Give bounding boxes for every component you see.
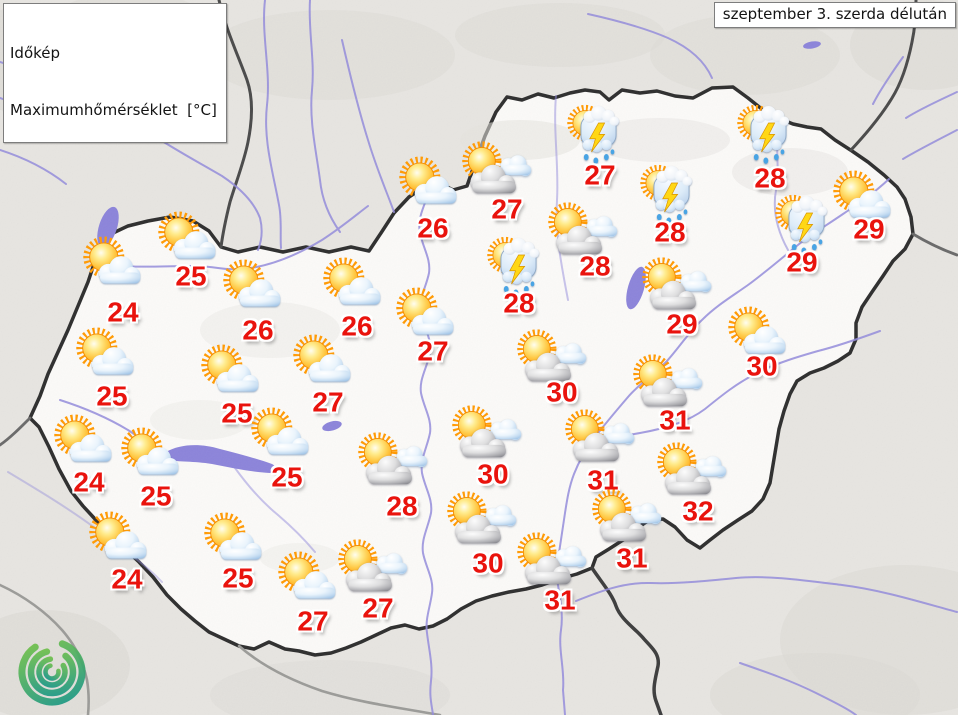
mostly-cloudy-icon: [451, 405, 523, 462]
layer-label: Maximumhőmérséklet [°C]: [10, 101, 217, 119]
partly-cloudy-icon: [199, 344, 261, 397]
temperature-label: 25: [96, 380, 128, 412]
temperature-label: 26: [341, 310, 373, 342]
temperature-label: 30: [477, 458, 509, 490]
partly-cloudy-icon: [276, 551, 338, 604]
mostly-cloudy-icon: [446, 491, 518, 548]
temperature-label: 28: [579, 250, 611, 282]
temperature-label: 27: [312, 386, 344, 418]
temperature-label: 28: [386, 490, 418, 522]
date-box: szeptember 3. szerda délután: [713, 2, 956, 28]
mostly-cloudy-icon: [641, 257, 713, 314]
temperature-label: 30: [472, 547, 504, 579]
partly-cloudy-icon: [291, 334, 353, 387]
partly-cloudy-icon: [202, 512, 264, 565]
thunderstorm-icon: [775, 192, 831, 255]
temperature-label: 28: [754, 162, 786, 194]
brand-label: Időkép: [10, 44, 61, 62]
partly-cloudy-icon: [119, 427, 181, 480]
temperature-label: 30: [746, 350, 778, 382]
partly-cloudy-icon: [52, 414, 114, 467]
temperature-label: 28: [503, 287, 535, 319]
temperature-label: 29: [853, 213, 885, 245]
temperature-label: 31: [616, 542, 648, 574]
temperature-label: 32: [682, 495, 714, 527]
mostly-cloudy-icon: [337, 539, 409, 596]
thunderstorm-icon: [567, 102, 623, 165]
temperature-label: 29: [786, 246, 818, 278]
partly-cloudy-icon: [221, 259, 283, 312]
mostly-cloudy-icon: [357, 432, 429, 489]
partly-cloudy-icon: [397, 156, 459, 209]
thunderstorm-icon: [737, 102, 793, 165]
temperature-label: 27: [297, 605, 329, 637]
temperature-label: 25: [175, 260, 207, 292]
partly-cloudy-icon: [81, 236, 143, 289]
partly-cloudy-icon: [321, 257, 383, 310]
mostly-cloudy-icon: [656, 442, 728, 499]
partly-cloudy-icon: [74, 327, 136, 380]
temperature-label: 26: [417, 212, 449, 244]
partly-cloudy-icon: [394, 287, 456, 340]
partly-cloudy-icon: [249, 407, 311, 460]
temperature-label: 30: [546, 376, 578, 408]
temperature-label: 24: [73, 466, 105, 498]
temperature-label: 27: [417, 335, 449, 367]
partly-cloudy-icon: [156, 211, 218, 264]
temperature-label: 25: [271, 461, 303, 493]
temperature-label: 26: [242, 314, 274, 346]
temperature-label: 31: [587, 464, 619, 496]
mostly-cloudy-icon: [461, 141, 533, 198]
temperature-label: 31: [544, 584, 576, 616]
temperature-label: 27: [491, 193, 523, 225]
temperature-label: 25: [221, 397, 253, 429]
mostly-cloudy-icon: [632, 354, 704, 411]
idokep-logo: [18, 638, 86, 706]
temperature-label: 31: [659, 404, 691, 436]
temperature-label: 24: [111, 563, 143, 595]
temperature-label: 25: [140, 480, 172, 512]
mostly-cloudy-icon: [564, 409, 636, 466]
temperature-label: 27: [362, 592, 394, 624]
temperature-label: 29: [666, 308, 698, 340]
temperature-label: 28: [654, 216, 686, 248]
thunderstorm-icon: [640, 162, 696, 225]
temperature-label: 25: [222, 562, 254, 594]
partly-cloudy-icon: [87, 511, 149, 564]
title-box: Időkép Maximumhőmérséklet [°C]: [3, 3, 227, 143]
mostly-cloudy-icon: [591, 489, 663, 546]
mostly-cloudy-icon: [516, 532, 588, 589]
temperature-label: 24: [107, 296, 139, 328]
temperature-label: 27: [584, 159, 616, 191]
